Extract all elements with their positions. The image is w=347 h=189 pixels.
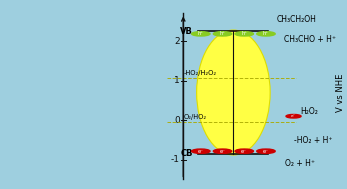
Circle shape <box>257 32 275 36</box>
Text: V vs NHE: V vs NHE <box>336 73 345 112</box>
Text: O₂/HO₂: O₂/HO₂ <box>183 114 206 120</box>
Text: 0: 0 <box>174 116 180 125</box>
Text: h⁺: h⁺ <box>198 31 204 36</box>
Text: CH₃CHO + H⁺: CH₃CHO + H⁺ <box>283 35 336 44</box>
Text: H₂O₂: H₂O₂ <box>300 107 318 116</box>
Text: VB: VB <box>180 27 193 36</box>
Ellipse shape <box>197 30 270 155</box>
Circle shape <box>235 149 253 153</box>
Text: -HO₂/H₂O₂: -HO₂/H₂O₂ <box>183 70 217 76</box>
Text: e⁻: e⁻ <box>198 149 204 154</box>
Text: CH₃CH₂OH: CH₃CH₂OH <box>277 15 317 24</box>
Text: -HO₂ + H⁺: -HO₂ + H⁺ <box>294 136 332 145</box>
Text: e⁻: e⁻ <box>291 114 296 118</box>
Text: h⁺: h⁺ <box>241 31 247 36</box>
Circle shape <box>286 115 301 118</box>
Circle shape <box>192 149 210 153</box>
Text: e⁻: e⁻ <box>220 149 226 154</box>
Text: h⁺: h⁺ <box>219 31 226 36</box>
Text: e⁻: e⁻ <box>241 149 247 154</box>
Text: CB: CB <box>181 149 193 158</box>
Circle shape <box>257 149 275 153</box>
Text: 1: 1 <box>174 76 180 85</box>
Circle shape <box>235 32 253 36</box>
Text: -1: -1 <box>171 155 180 164</box>
Text: O₂ + H⁺: O₂ + H⁺ <box>285 159 315 168</box>
Circle shape <box>192 32 210 36</box>
Circle shape <box>213 149 232 153</box>
Text: h⁺: h⁺ <box>263 31 269 36</box>
Text: 2: 2 <box>174 37 180 46</box>
Circle shape <box>213 32 232 36</box>
Text: e⁻: e⁻ <box>263 149 269 154</box>
